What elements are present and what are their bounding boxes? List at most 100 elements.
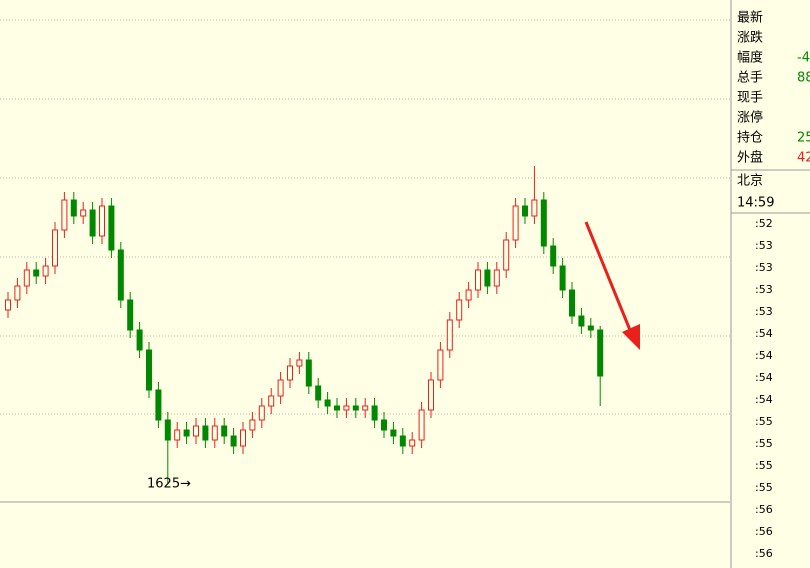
candle-body bbox=[456, 299, 463, 321]
candle-body bbox=[89, 209, 96, 237]
candle-body bbox=[183, 429, 190, 437]
candle-body bbox=[249, 419, 256, 431]
panel-value: -4 bbox=[797, 51, 810, 66]
panel-value: 25 bbox=[797, 131, 810, 146]
time-tick: :56 bbox=[755, 525, 773, 538]
candle-body bbox=[33, 269, 40, 277]
panel-label: 外盘 bbox=[737, 150, 763, 166]
candles bbox=[5, 166, 604, 484]
candle-body bbox=[193, 425, 199, 437]
time-tick: :52 bbox=[755, 217, 773, 230]
candle-body bbox=[155, 389, 162, 421]
candle-body bbox=[127, 299, 134, 331]
candle-body bbox=[343, 405, 350, 411]
candle-body bbox=[70, 199, 77, 217]
candle-body bbox=[522, 205, 528, 217]
candle-body bbox=[277, 379, 284, 397]
time-tick: :54 bbox=[755, 393, 773, 406]
candle-body bbox=[484, 269, 491, 287]
candle-body bbox=[296, 359, 303, 367]
candle-body bbox=[61, 199, 68, 231]
panel-value: 42 bbox=[797, 151, 810, 166]
candle-body bbox=[268, 395, 275, 407]
candle-body bbox=[240, 429, 246, 447]
panel-label: 幅度 bbox=[737, 50, 763, 66]
time-tick: :55 bbox=[755, 437, 773, 450]
candle-body bbox=[578, 315, 585, 327]
city: 北京 bbox=[737, 174, 763, 189]
time-tick: :54 bbox=[755, 327, 773, 340]
panel-label: 涨停 bbox=[737, 110, 763, 126]
time-tick: :53 bbox=[755, 261, 773, 274]
candle-body bbox=[287, 365, 293, 381]
candle-body bbox=[14, 285, 21, 301]
time-tick: :56 bbox=[755, 503, 773, 516]
candle-body bbox=[352, 405, 359, 411]
time-tick: :53 bbox=[755, 305, 773, 318]
candle-body bbox=[399, 435, 406, 447]
candle-body bbox=[493, 269, 500, 287]
candle-body bbox=[390, 429, 397, 437]
time-tick: :55 bbox=[755, 415, 773, 428]
candle-body bbox=[446, 319, 453, 351]
candle-body bbox=[381, 419, 387, 431]
candle-body bbox=[136, 329, 143, 351]
candle-body bbox=[465, 289, 472, 301]
candle-body bbox=[221, 425, 228, 437]
time-tick: :54 bbox=[755, 371, 773, 384]
candle-body bbox=[164, 419, 171, 441]
candle-body bbox=[80, 209, 87, 217]
candle-body bbox=[52, 229, 58, 267]
candle-body bbox=[5, 299, 11, 311]
time-tick: :55 bbox=[755, 481, 773, 494]
candle-body bbox=[324, 399, 331, 407]
candle-body bbox=[428, 379, 434, 411]
arrow bbox=[584, 221, 640, 350]
candle-body bbox=[559, 265, 566, 291]
candle-body bbox=[409, 439, 416, 447]
time-tick: :53 bbox=[755, 283, 773, 296]
candle-body bbox=[475, 269, 481, 291]
candle-body bbox=[146, 349, 152, 391]
candle-body bbox=[42, 265, 49, 277]
time-tick: :56 bbox=[755, 547, 773, 560]
time-tick: :54 bbox=[755, 349, 773, 362]
candle-body bbox=[512, 205, 519, 241]
low-label: 1625→ bbox=[147, 477, 191, 492]
candle-body bbox=[230, 435, 237, 447]
candle-body bbox=[597, 329, 604, 377]
panel-label: 最新 bbox=[737, 10, 763, 26]
candle-body bbox=[550, 245, 557, 267]
candle-body bbox=[99, 205, 105, 237]
panel-label: 持仓 bbox=[737, 131, 763, 146]
panel-label: 现手 bbox=[737, 91, 763, 106]
candle-body bbox=[334, 405, 340, 411]
candle-body bbox=[418, 409, 425, 441]
candle-body bbox=[362, 405, 369, 411]
candle-body bbox=[305, 359, 312, 387]
candle-body bbox=[258, 405, 265, 421]
candle-body bbox=[371, 405, 378, 421]
time-tick: :53 bbox=[755, 239, 773, 252]
panel-label: 总手 bbox=[737, 71, 763, 86]
candle-body bbox=[540, 199, 547, 247]
candle-body bbox=[569, 289, 575, 317]
candle-body bbox=[117, 249, 124, 301]
panel-value: 88 bbox=[797, 71, 810, 86]
time-tick: :55 bbox=[755, 459, 773, 472]
candle-body bbox=[202, 425, 209, 441]
candle-body bbox=[503, 239, 510, 271]
panel-label: 涨跌 bbox=[737, 30, 763, 46]
candle-body bbox=[174, 429, 181, 441]
candle-body bbox=[587, 325, 594, 331]
candle-body bbox=[108, 205, 115, 251]
candle-body bbox=[211, 425, 218, 441]
candle-body bbox=[23, 269, 30, 287]
time: 14:59 bbox=[737, 196, 774, 211]
candle-body bbox=[315, 385, 322, 401]
candle-body bbox=[437, 349, 444, 381]
candle-body bbox=[531, 199, 538, 217]
